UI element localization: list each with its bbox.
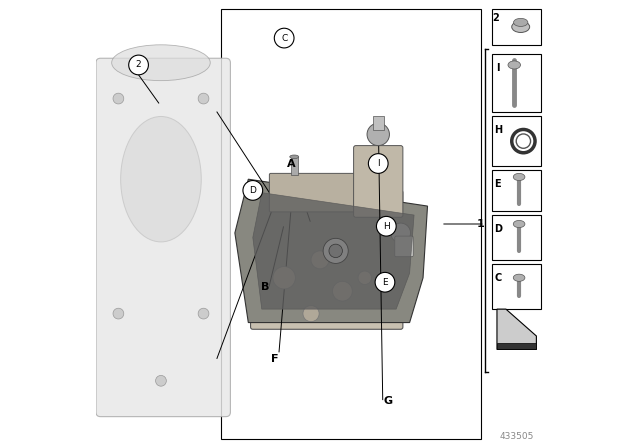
Text: H: H — [494, 125, 502, 135]
Ellipse shape — [513, 18, 528, 26]
Ellipse shape — [513, 220, 525, 228]
Ellipse shape — [512, 21, 530, 33]
Circle shape — [311, 251, 329, 269]
FancyBboxPatch shape — [96, 58, 230, 417]
Circle shape — [375, 272, 395, 292]
Text: E: E — [495, 179, 501, 189]
Bar — [493, 215, 541, 260]
Text: C: C — [281, 34, 287, 43]
Circle shape — [358, 271, 372, 284]
Polygon shape — [253, 193, 414, 309]
Circle shape — [391, 223, 410, 243]
Text: I: I — [377, 159, 380, 168]
Circle shape — [516, 134, 531, 148]
Text: 433505: 433505 — [500, 432, 534, 441]
Polygon shape — [497, 309, 536, 349]
Bar — [221, 9, 481, 439]
Text: C: C — [494, 273, 502, 283]
Text: D: D — [494, 224, 502, 234]
Circle shape — [156, 375, 166, 386]
Circle shape — [376, 216, 396, 236]
FancyBboxPatch shape — [251, 190, 403, 329]
Bar — [373, 116, 383, 130]
Circle shape — [323, 238, 348, 263]
Text: E: E — [382, 278, 388, 287]
Circle shape — [129, 55, 148, 75]
Circle shape — [113, 93, 124, 104]
Bar — [493, 116, 541, 166]
Circle shape — [329, 244, 342, 258]
Ellipse shape — [290, 155, 299, 159]
Text: F: F — [271, 354, 278, 364]
Bar — [493, 9, 541, 45]
Ellipse shape — [112, 45, 210, 81]
Bar — [291, 157, 298, 175]
Circle shape — [303, 306, 319, 322]
Text: 2: 2 — [493, 13, 499, 23]
Bar — [493, 264, 541, 309]
Text: G: G — [383, 396, 393, 406]
Ellipse shape — [508, 61, 520, 69]
Circle shape — [333, 281, 352, 301]
Ellipse shape — [513, 274, 525, 281]
Circle shape — [198, 308, 209, 319]
Text: I: I — [496, 63, 500, 73]
Circle shape — [273, 267, 296, 289]
Circle shape — [367, 123, 390, 146]
Circle shape — [369, 154, 388, 173]
FancyBboxPatch shape — [269, 173, 362, 212]
Circle shape — [198, 93, 209, 104]
Bar — [497, 343, 536, 349]
Ellipse shape — [121, 116, 201, 242]
FancyBboxPatch shape — [353, 146, 403, 217]
Bar — [493, 54, 541, 112]
Bar — [493, 170, 541, 211]
Circle shape — [275, 28, 294, 48]
Circle shape — [113, 308, 124, 319]
Text: H: H — [383, 222, 390, 231]
Circle shape — [243, 181, 262, 200]
FancyBboxPatch shape — [395, 236, 413, 257]
Text: B: B — [261, 282, 269, 292]
Text: 1: 1 — [477, 219, 484, 229]
Text: D: D — [250, 186, 256, 195]
Text: A: A — [287, 159, 295, 168]
Ellipse shape — [513, 173, 525, 181]
Polygon shape — [235, 179, 428, 323]
Text: 2: 2 — [136, 60, 141, 69]
